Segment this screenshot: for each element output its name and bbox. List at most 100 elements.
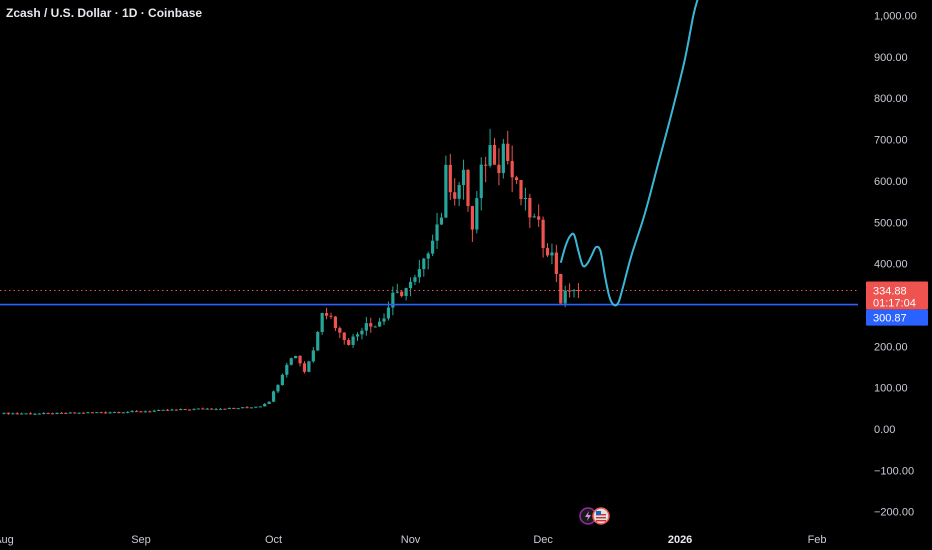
candle-body[interactable] bbox=[378, 321, 382, 327]
candle-body[interactable] bbox=[86, 412, 90, 414]
candle-body[interactable] bbox=[42, 413, 46, 415]
candle-body[interactable] bbox=[280, 374, 284, 386]
candle-body[interactable] bbox=[554, 252, 558, 275]
candle-body[interactable] bbox=[404, 288, 408, 296]
candle-body[interactable] bbox=[338, 328, 342, 333]
candle-body[interactable] bbox=[267, 401, 271, 404]
candle-body[interactable] bbox=[528, 197, 532, 218]
candle-body[interactable] bbox=[59, 412, 64, 414]
candle-body[interactable] bbox=[258, 406, 262, 408]
candle-body[interactable] bbox=[196, 408, 201, 410]
candle-body[interactable] bbox=[386, 307, 391, 319]
candle-body[interactable] bbox=[90, 412, 94, 414]
candle-body[interactable] bbox=[249, 407, 254, 409]
candle-body[interactable] bbox=[448, 164, 452, 193]
candle-body[interactable] bbox=[395, 291, 399, 293]
candle-body[interactable] bbox=[307, 361, 311, 372]
candle-body[interactable] bbox=[152, 410, 156, 412]
candle-body[interactable] bbox=[316, 332, 320, 351]
candle-body[interactable] bbox=[37, 413, 41, 415]
candle-body[interactable] bbox=[20, 413, 24, 415]
candle-body[interactable] bbox=[453, 192, 457, 199]
candle-body[interactable] bbox=[492, 145, 497, 165]
candle-body[interactable] bbox=[187, 409, 192, 411]
candle-body[interactable] bbox=[157, 409, 161, 411]
candle-body[interactable] bbox=[223, 408, 227, 410]
candle-body[interactable] bbox=[506, 143, 510, 162]
candle-body[interactable] bbox=[537, 216, 541, 220]
candle-body[interactable] bbox=[285, 364, 289, 375]
candle-body[interactable] bbox=[254, 406, 258, 408]
candle-body[interactable] bbox=[431, 240, 435, 254]
candle-body[interactable] bbox=[559, 274, 563, 304]
candle-body[interactable] bbox=[276, 385, 280, 392]
candle-body[interactable] bbox=[294, 355, 298, 359]
candle-body[interactable] bbox=[475, 198, 479, 230]
candle-body[interactable] bbox=[46, 413, 50, 415]
candle-body[interactable] bbox=[117, 412, 121, 414]
candle-body[interactable] bbox=[143, 411, 148, 413]
candle-body[interactable] bbox=[408, 281, 413, 289]
candle-body[interactable] bbox=[73, 412, 77, 414]
candle-body[interactable] bbox=[205, 408, 209, 410]
candle-body[interactable] bbox=[479, 164, 483, 199]
candle-body[interactable] bbox=[422, 258, 426, 270]
candle-body[interactable] bbox=[2, 412, 6, 414]
candle-body[interactable] bbox=[532, 216, 536, 218]
candle-body[interactable] bbox=[51, 413, 55, 415]
candle-body[interactable] bbox=[329, 315, 333, 317]
candle-body[interactable] bbox=[470, 206, 474, 230]
candle-body[interactable] bbox=[104, 412, 108, 414]
candle-body[interactable] bbox=[227, 407, 231, 409]
candle-body[interactable] bbox=[426, 253, 430, 259]
candle-body[interactable] bbox=[81, 412, 86, 414]
candle-body[interactable] bbox=[161, 409, 165, 411]
candle-body[interactable] bbox=[484, 164, 488, 166]
candle-body[interactable] bbox=[514, 177, 519, 181]
candle-body[interactable] bbox=[382, 318, 386, 322]
candle-body[interactable] bbox=[245, 407, 249, 409]
candle-body[interactable] bbox=[232, 407, 236, 409]
candle-body[interactable] bbox=[64, 412, 68, 414]
candle-body[interactable] bbox=[214, 409, 218, 411]
candle-body[interactable] bbox=[369, 323, 373, 327]
forecast-curve[interactable] bbox=[559, 0, 699, 307]
candle-body[interactable] bbox=[170, 409, 174, 411]
candle-body[interactable] bbox=[311, 350, 315, 362]
candle-body[interactable] bbox=[461, 169, 466, 186]
candle-body[interactable] bbox=[33, 413, 37, 415]
candle-body[interactable] bbox=[572, 290, 576, 292]
candle-body[interactable] bbox=[24, 413, 28, 415]
candle-body[interactable] bbox=[501, 143, 505, 174]
us-flag-icon[interactable] bbox=[592, 507, 610, 525]
candle-body[interactable] bbox=[77, 412, 81, 414]
candle-body[interactable] bbox=[95, 412, 99, 414]
candle-body[interactable] bbox=[351, 336, 355, 345]
candle-body[interactable] bbox=[55, 412, 59, 414]
candle-body[interactable] bbox=[391, 292, 395, 308]
candle-body[interactable] bbox=[298, 355, 302, 364]
candle-body[interactable] bbox=[148, 411, 152, 413]
candle-body[interactable] bbox=[28, 413, 33, 415]
candle-body[interactable] bbox=[121, 412, 125, 414]
candle-body[interactable] bbox=[130, 411, 134, 413]
candle-body[interactable] bbox=[439, 217, 444, 225]
candle-body[interactable] bbox=[510, 161, 514, 178]
candle-body[interactable] bbox=[192, 408, 196, 410]
candle-body[interactable] bbox=[541, 219, 545, 249]
candle-body[interactable] bbox=[68, 412, 72, 414]
candle-body[interactable] bbox=[179, 409, 183, 411]
candle-body[interactable] bbox=[218, 408, 223, 410]
candle-body[interactable] bbox=[201, 408, 205, 410]
candle-body[interactable] bbox=[183, 409, 187, 411]
candle-body[interactable] bbox=[134, 411, 139, 413]
candle-body[interactable] bbox=[550, 252, 554, 256]
candle-body[interactable] bbox=[289, 358, 293, 365]
candle-body[interactable] bbox=[457, 185, 461, 199]
candle-body[interactable] bbox=[563, 290, 567, 304]
candle-body[interactable] bbox=[15, 413, 19, 415]
candle-body[interactable] bbox=[523, 197, 528, 200]
candle-body[interactable] bbox=[355, 334, 360, 337]
candle-body[interactable] bbox=[576, 290, 581, 292]
candle-body[interactable] bbox=[99, 412, 103, 414]
